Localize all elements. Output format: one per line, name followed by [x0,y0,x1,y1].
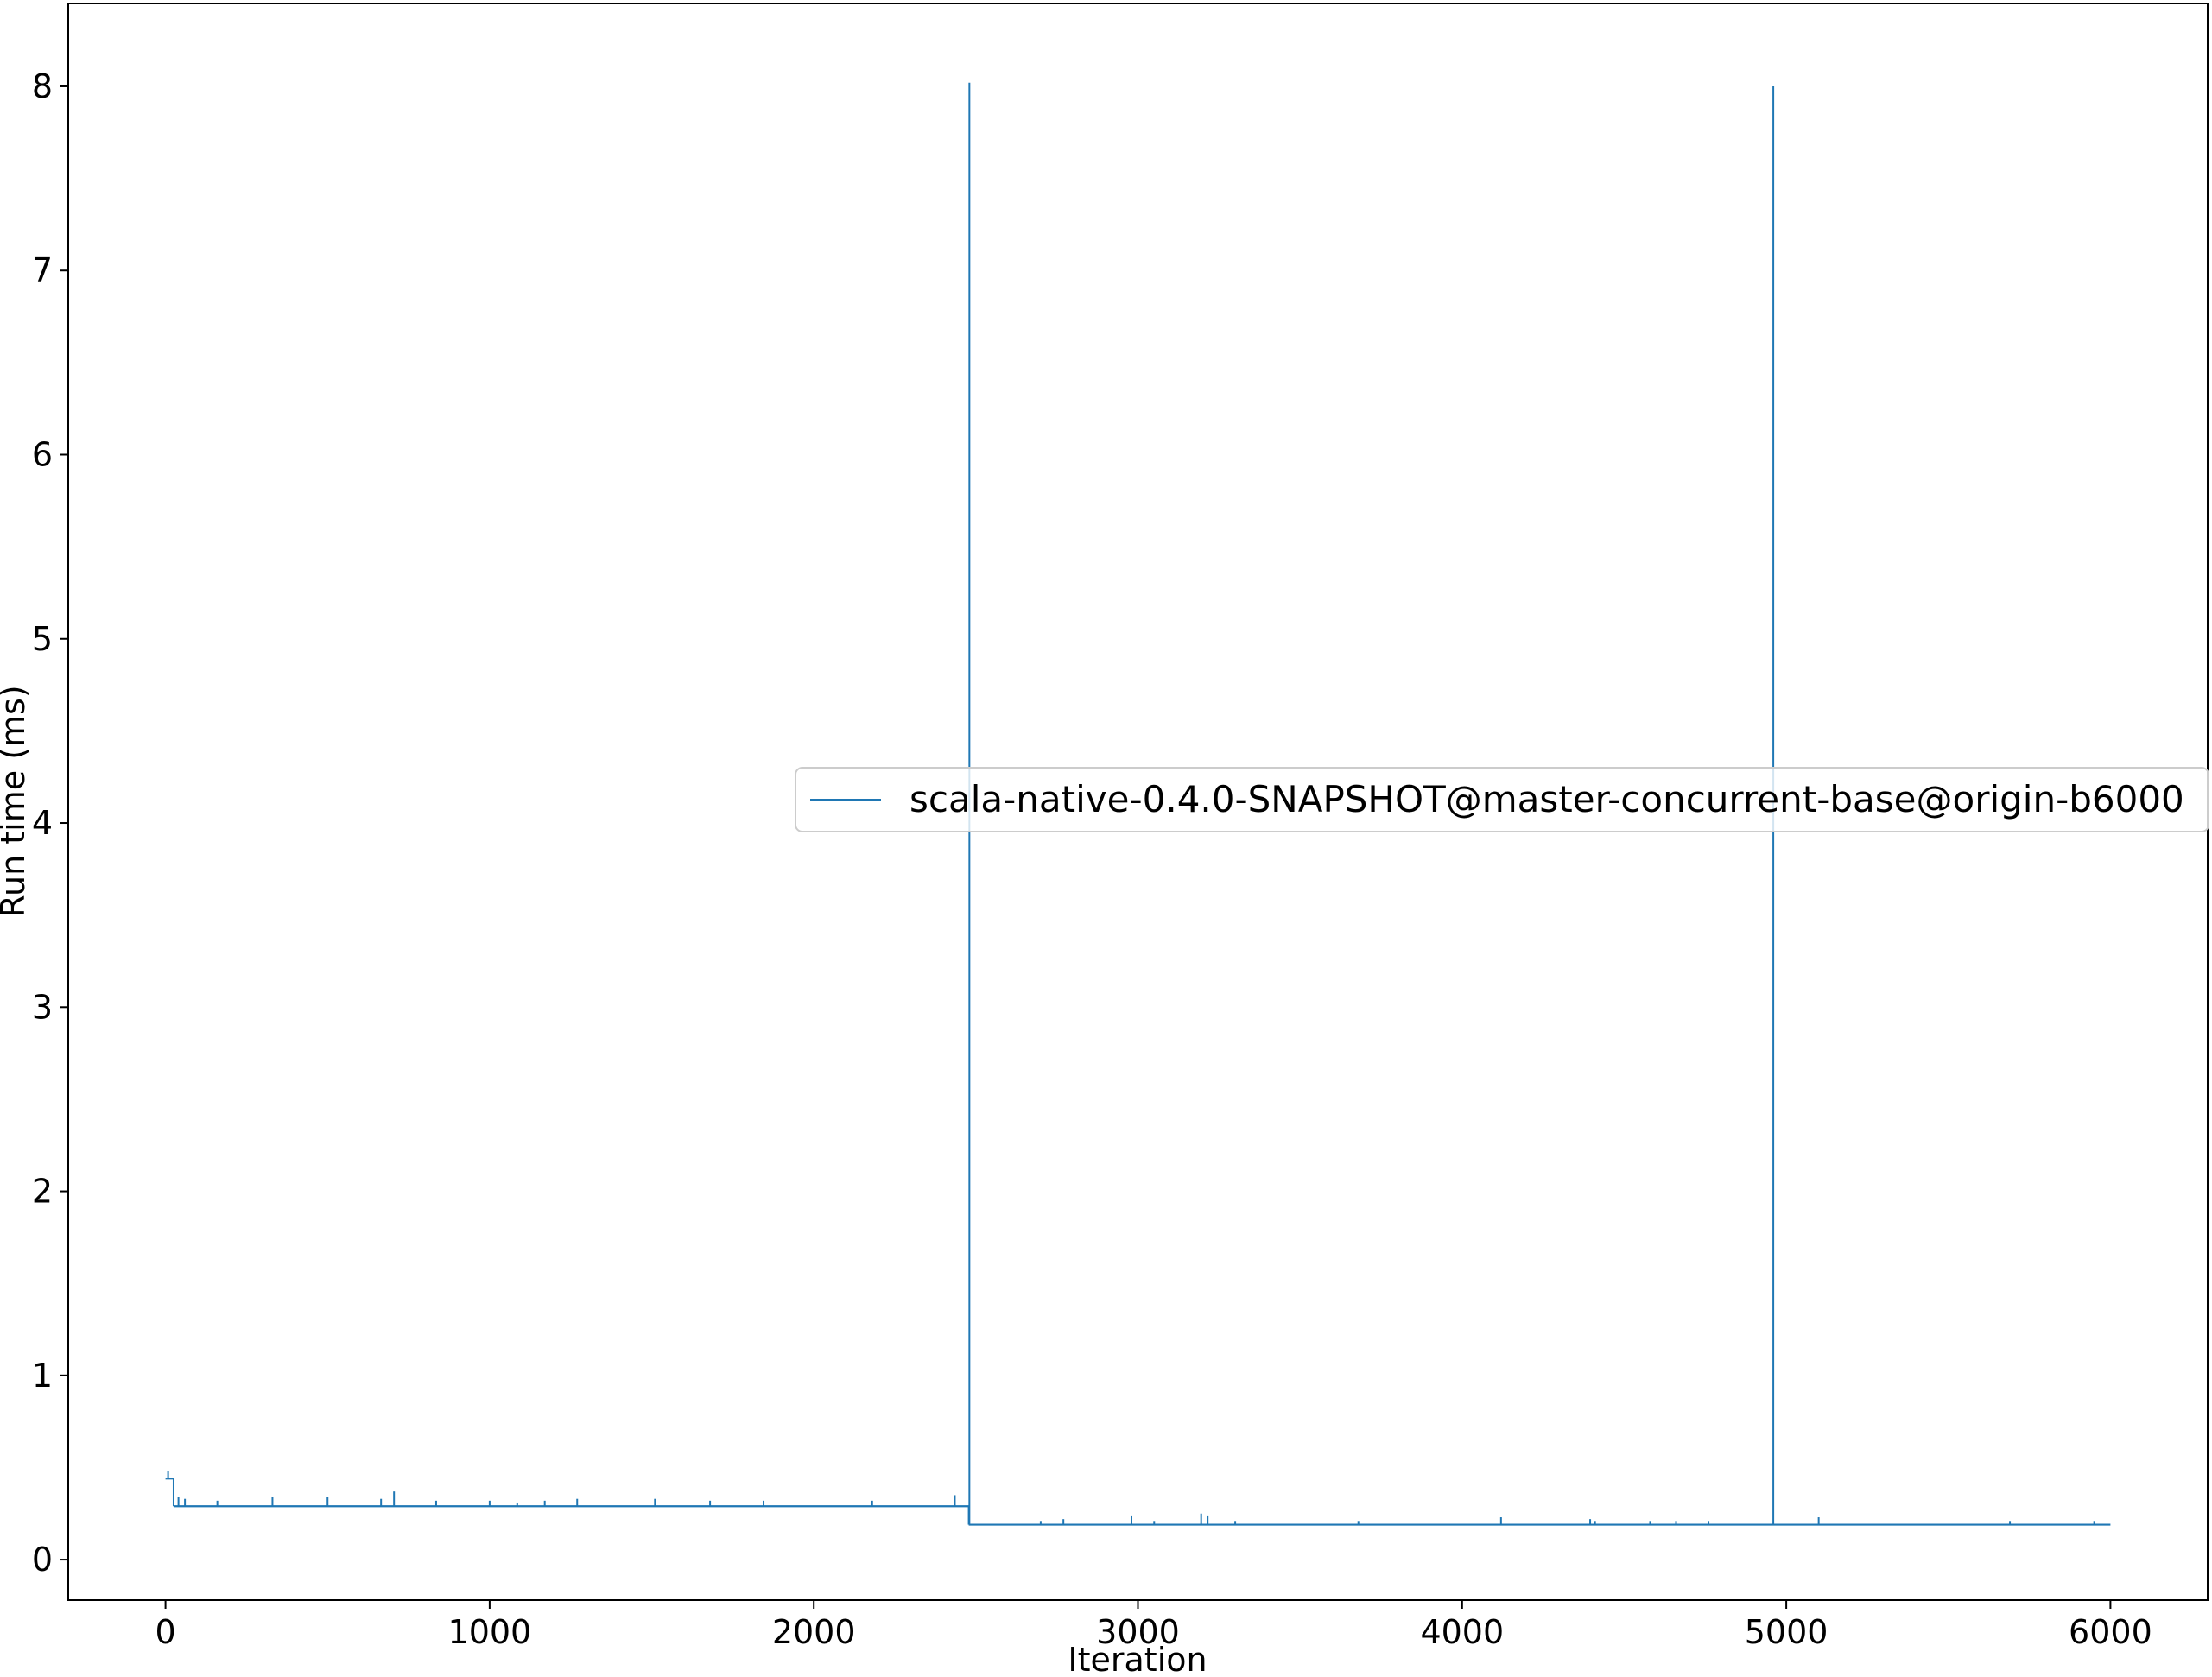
x-tick-label-6000: 6000 [2069,1613,2152,1651]
x-tick-label-1000: 1000 [448,1613,532,1651]
x-tick-label-3000: 3000 [1096,1613,1180,1651]
x-axis-title: Iteration [1068,1641,1207,1677]
y-tick-label-1: 1 [32,1357,53,1395]
x-tick-label-4000: 4000 [1420,1613,1504,1651]
x-tick-label-0: 0 [155,1613,175,1651]
x-axis-ticks: 0 1000 2000 3000 4000 5000 6000 [155,1600,2152,1651]
x-tick-label-2000: 2000 [772,1613,856,1651]
y-tick-label-0: 0 [32,1541,53,1579]
y-axis-title: Run time (ms) [0,685,32,917]
y-axis-ticks: 0 1 2 3 4 5 6 7 8 [32,67,68,1579]
y-tick-label-2: 2 [32,1173,53,1211]
y-tick-label-6: 6 [32,435,53,473]
x-tick-label-5000: 5000 [1745,1613,1829,1651]
y-tick-label-3: 3 [32,988,53,1026]
legend-box [795,767,2209,832]
y-tick-label-8: 8 [32,67,53,105]
y-tick-label-5: 5 [32,620,53,658]
y-tick-label-7: 7 [32,251,53,289]
y-tick-label-4: 4 [32,804,53,842]
legend: scala-native-0.4.0-SNAPSHOT@master-concu… [795,767,2209,832]
legend-label: scala-native-0.4.0-SNAPSHOT@master-concu… [910,778,2184,820]
